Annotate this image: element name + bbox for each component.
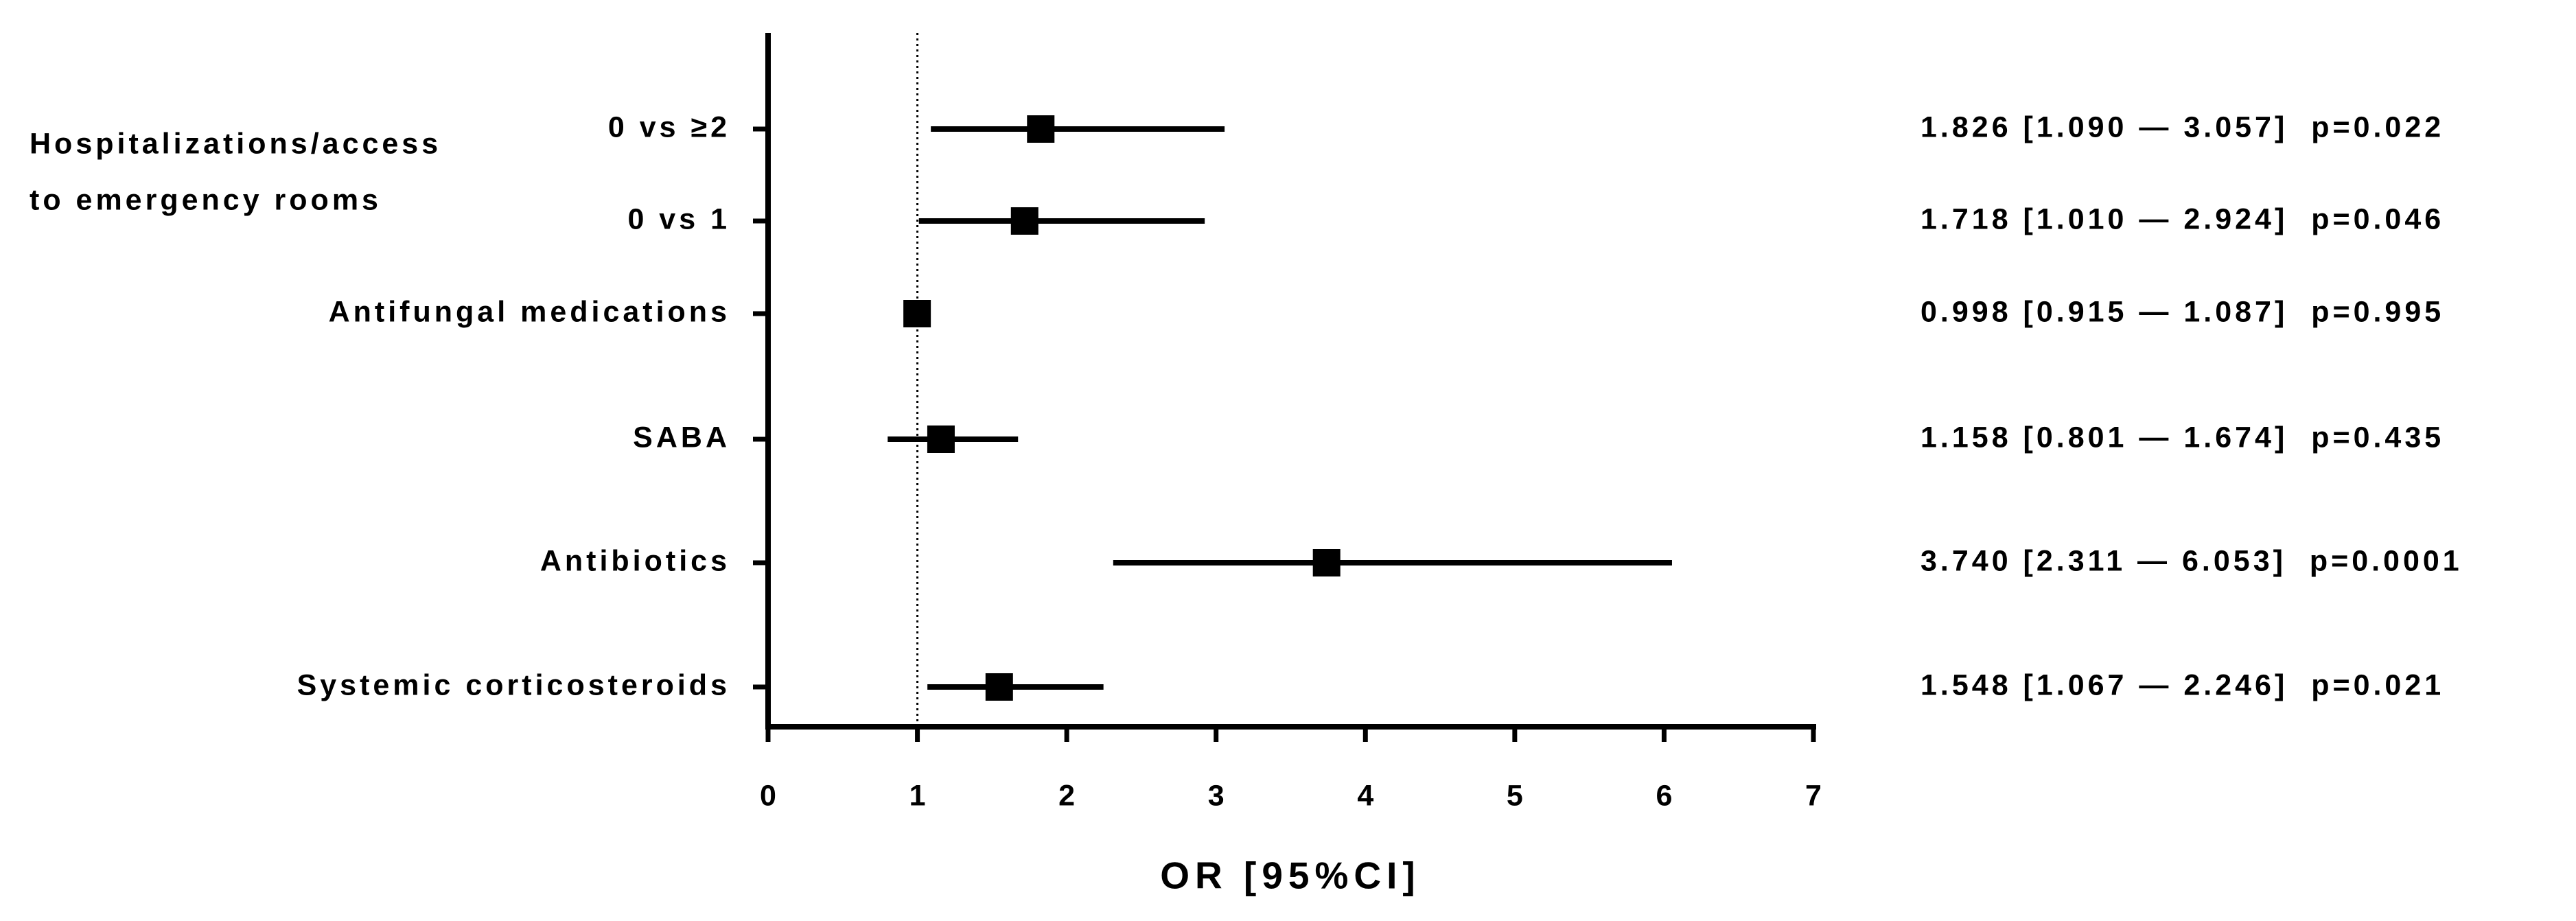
point-estimate [1027, 115, 1055, 143]
point-estimate [1312, 549, 1341, 576]
y-tick-label: Antifungal medications [329, 295, 730, 328]
x-tick-label: 3 [1208, 779, 1225, 812]
x-tick-label: 2 [1058, 779, 1075, 812]
x-tick-label: 7 [1805, 779, 1822, 812]
y-tick-label: Antibiotics [540, 544, 730, 577]
x-axis-title: OR [95%CI] [1160, 854, 1421, 897]
group-label: Hospitalizations/access [30, 127, 441, 160]
group-label: to emergency rooms [30, 183, 382, 216]
y-tick-label: SABA [633, 421, 730, 454]
annotation: 0.998 [0.915 — 1.087] p=0.995 [1921, 295, 2444, 328]
x-tick-label: 5 [1507, 779, 1523, 812]
y-tick-label: 0 vs 1 [627, 202, 730, 235]
y-tick-label: 0 vs ≥2 [608, 110, 730, 143]
annotation: 1.158 [0.801 — 1.674] p=0.435 [1921, 421, 2444, 454]
annotation: 1.718 [1.010 — 2.924] p=0.046 [1921, 202, 2444, 235]
x-tick-label: 6 [1656, 779, 1672, 812]
point-estimate [1010, 207, 1038, 235]
annotation: 3.740 [2.311 — 6.053] p=0.0001 [1921, 544, 2463, 577]
annotation: 1.826 [1.090 — 3.057] p=0.022 [1921, 110, 2444, 143]
point-estimate [985, 673, 1013, 701]
x-tick-label: 0 [760, 779, 776, 812]
point-estimate [903, 300, 931, 327]
annotation: 1.548 [1.067 — 2.246] p=0.021 [1921, 668, 2444, 701]
x-tick-label: 1 [909, 779, 926, 812]
x-tick-label: 4 [1357, 779, 1373, 812]
point-estimate [927, 425, 955, 453]
y-tick-label: Systemic corticosteroids [297, 668, 730, 701]
